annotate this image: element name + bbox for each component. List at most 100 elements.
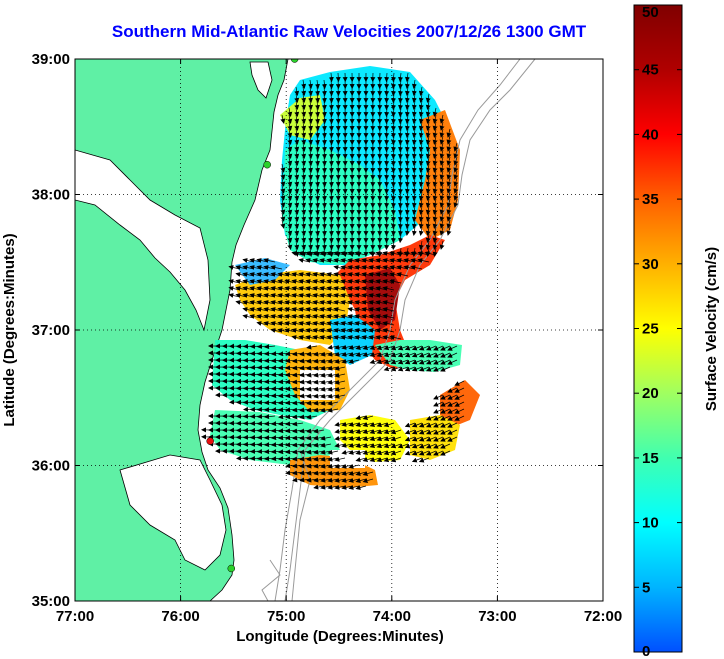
- colorbar-tick-label: 10: [642, 515, 659, 532]
- velocity-arrow: [287, 114, 293, 124]
- velocity-arrow: [425, 233, 431, 243]
- velocity-vectors: [201, 72, 465, 490]
- velocity-arrow: [335, 163, 341, 174]
- velocity-arrow: [354, 251, 367, 256]
- velocity-arrow: [308, 107, 314, 117]
- velocity-arrow: [404, 128, 410, 138]
- velocity-arrow: [308, 219, 314, 229]
- velocity-arrow: [328, 107, 334, 118]
- velocity-arrow: [384, 205, 390, 216]
- velocity-arrow: [425, 191, 431, 201]
- velocity-arrow: [315, 128, 320, 139]
- velocity-arrow: [320, 442, 332, 448]
- velocity-arrow: [308, 226, 314, 236]
- velocity-arrow: [411, 219, 417, 229]
- velocity-arrow: [315, 198, 320, 209]
- velocity-arrow: [418, 163, 424, 173]
- velocity-arrow: [321, 135, 327, 146]
- x-tick-label: 73:00: [478, 608, 516, 625]
- velocity-arrow: [315, 107, 320, 118]
- x-tick-label: 74:00: [373, 608, 411, 625]
- velocity-arrow: [287, 212, 293, 222]
- velocity-arrow: [391, 184, 397, 195]
- velocity-arrow: [321, 79, 327, 90]
- velocity-arrow: [439, 156, 445, 166]
- velocity-arrow: [446, 163, 452, 173]
- velocity-arrow: [315, 142, 320, 153]
- velocity-arrow: [384, 121, 390, 132]
- velocity-arrow: [301, 100, 307, 110]
- velocity-arrow: [453, 191, 459, 201]
- velocity-arrow: [384, 184, 390, 195]
- colorbar-tick-label: 25: [642, 321, 659, 338]
- velocity-arrow: [294, 163, 300, 173]
- velocity-arrow: [294, 86, 300, 96]
- velocity-arrow: [301, 219, 307, 229]
- velocity-arrow: [418, 156, 424, 166]
- velocity-arrow: [391, 128, 397, 139]
- velocity-arrow: [306, 344, 318, 350]
- velocity-arrow: [308, 86, 314, 96]
- chesapeake-bay: [75, 149, 211, 332]
- velocity-arrow: [301, 170, 307, 180]
- velocity-arrow: [391, 198, 397, 209]
- velocity-arrow: [411, 142, 417, 152]
- velocity-arrow: [301, 212, 307, 222]
- velocity-arrow: [294, 121, 300, 131]
- velocity-arrow: [321, 128, 327, 139]
- velocity-arrow: [315, 170, 320, 181]
- velocity-arrow: [306, 414, 318, 420]
- velocity-arrow: [411, 198, 417, 208]
- velocity-arrow: [454, 415, 465, 421]
- velocity-arrow: [453, 184, 459, 194]
- velocity-arrow: [425, 170, 431, 180]
- velocity-arrow: [391, 170, 397, 181]
- velocity-arrow: [411, 121, 417, 131]
- velocity-arrow: [328, 121, 334, 132]
- velocity-arrow: [453, 198, 459, 208]
- velocity-arrow: [287, 184, 293, 194]
- velocity-arrow: [301, 191, 307, 201]
- velocity-arrow: [301, 93, 307, 103]
- velocity-arrow: [328, 198, 334, 209]
- velocity-arrow: [418, 107, 424, 117]
- velocity-arrow: [398, 226, 404, 237]
- velocity-arrow: [384, 93, 390, 104]
- velocity-arrow: [315, 233, 320, 244]
- velocity-arrow: [315, 114, 320, 125]
- velocity-arrow: [294, 100, 300, 110]
- velocity-arrow: [425, 184, 431, 194]
- velocity-arrow: [418, 121, 424, 131]
- velocity-arrow: [425, 212, 431, 222]
- velocity-arrow: [264, 344, 276, 350]
- x-axis-label: Longitude (Degrees:Minutes): [236, 628, 444, 645]
- velocity-arrow: [446, 142, 452, 152]
- velocity-arrow: [335, 107, 341, 118]
- x-tick-label: 77:00: [56, 608, 94, 625]
- velocity-arrow: [432, 177, 438, 187]
- velocity-arrow: [439, 142, 445, 152]
- velocity-arrow: [432, 184, 438, 194]
- velocity-arrow: [321, 233, 327, 244]
- velocity-arrow: [287, 163, 293, 173]
- velocity-arrow: [384, 100, 390, 111]
- velocity-arrow: [301, 156, 307, 166]
- velocity-arrow: [425, 107, 431, 117]
- velocity-arrow: [280, 170, 286, 180]
- velocity-arrow: [321, 107, 327, 118]
- velocity-arrow: [446, 128, 452, 138]
- velocity-arrow: [335, 93, 341, 104]
- velocity-arrow: [280, 184, 286, 194]
- velocity-arrow: [321, 142, 327, 153]
- velocity-arrow: [315, 156, 320, 167]
- velocity-arrow: [398, 205, 404, 216]
- velocity-arrow: [328, 135, 334, 146]
- velocity-arrow: [335, 177, 341, 188]
- pamlico-sound: [119, 454, 227, 571]
- velocity-arrow: [404, 163, 410, 173]
- velocity-arrow: [301, 86, 307, 96]
- velocity-arrow: [335, 114, 341, 125]
- velocity-arrow: [411, 177, 417, 187]
- velocity-arrow: [301, 135, 307, 145]
